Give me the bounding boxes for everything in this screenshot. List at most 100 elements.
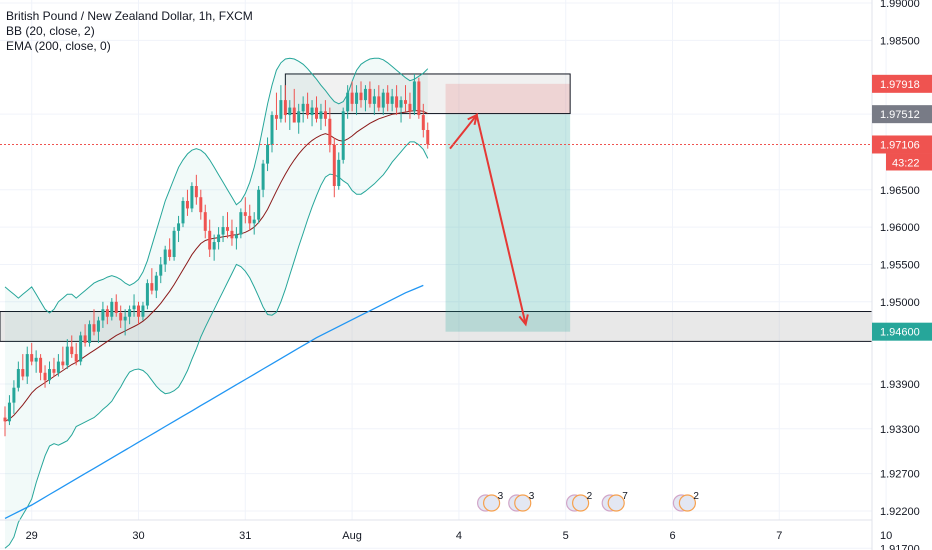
- candle: [226, 212, 229, 239]
- candle: [79, 331, 83, 366]
- event-marker[interactable]: 2: [672, 491, 699, 512]
- drawing-zones[interactable]: [0, 73, 873, 342]
- candle-body: [110, 301, 114, 317]
- event-markers[interactable]: 3 3 2 7 2: [477, 491, 700, 512]
- candle: [114, 294, 118, 317]
- price-tick-label: 1.91700: [880, 543, 920, 550]
- candle: [359, 81, 363, 108]
- trend-arrow[interactable]: [449, 112, 529, 327]
- event-flag-icon: [483, 494, 501, 512]
- candle: [105, 305, 109, 325]
- event-marker[interactable]: 3: [477, 491, 504, 512]
- stop-zone[interactable]: [445, 83, 571, 115]
- candle-body: [159, 264, 163, 276]
- candle-body: [190, 186, 194, 209]
- price-tag: [872, 322, 932, 341]
- candle-body: [363, 88, 367, 101]
- price-tag: [872, 135, 932, 154]
- event-marker[interactable]: 7: [601, 491, 628, 512]
- candle-body: [337, 159, 341, 187]
- candle-body: [56, 361, 60, 373]
- candle-body: [355, 92, 359, 104]
- candle-body: [315, 107, 318, 119]
- arrow-head[interactable]: [518, 314, 529, 327]
- candle-body: [421, 115, 425, 130]
- candle: [315, 96, 318, 123]
- candle: [306, 92, 310, 119]
- candle: [208, 219, 212, 257]
- candle-body: [119, 313, 123, 321]
- candle: [292, 88, 296, 123]
- candle: [70, 335, 74, 358]
- price-tag-label: 1.97512: [880, 109, 920, 121]
- candle: [377, 85, 381, 112]
- price-axis[interactable]: 1.99000 1.98500 1.97918 1.97512 1.97106 1.965…: [871, 0, 932, 550]
- candle-body: [199, 197, 203, 213]
- candle-body: [288, 107, 292, 116]
- candle: [39, 354, 43, 381]
- candle-body: [350, 92, 354, 104]
- candle: [168, 238, 172, 261]
- candle: [25, 346, 29, 384]
- candle-body: [132, 305, 136, 310]
- candle: [119, 305, 123, 328]
- candle: [421, 103, 425, 138]
- candle-body: [239, 212, 243, 235]
- candle-body: [212, 242, 216, 250]
- candle: [101, 301, 105, 328]
- candle-body: [65, 346, 69, 366]
- target-zone[interactable]: [445, 114, 571, 332]
- event-flag-icon: [571, 494, 590, 512]
- candle: [248, 204, 252, 231]
- time-tick-label: 29: [26, 530, 38, 542]
- candle: [217, 227, 221, 250]
- candle-body: [141, 305, 145, 317]
- support-zone[interactable]: [0, 311, 873, 342]
- candle: [132, 294, 136, 317]
- candle: [417, 77, 421, 119]
- candle: [412, 73, 416, 116]
- candle: [203, 204, 207, 239]
- candle: [283, 85, 287, 123]
- resistance-zone[interactable]: [284, 73, 571, 115]
- candle-body: [234, 234, 238, 239]
- price-tick-label: 1.96000: [880, 222, 920, 234]
- price-tick-label: 1.99000: [880, 0, 920, 10]
- candle: [239, 208, 243, 239]
- candle-body: [323, 111, 327, 119]
- candle-body: [372, 96, 376, 104]
- price-tick-label: 1.93900: [880, 379, 920, 391]
- arrow-head-first[interactable]: [467, 113, 479, 126]
- price-tag-label: 1.97918: [880, 79, 920, 91]
- event-count: 2: [587, 491, 593, 502]
- candle-body: [137, 305, 140, 317]
- candle-body: [181, 200, 185, 224]
- candle-body: [226, 227, 229, 231]
- candle: [92, 309, 96, 336]
- candle: [16, 361, 20, 392]
- candle: [310, 100, 314, 127]
- candle: [288, 100, 292, 130]
- bollinger-bands: [4, 57, 429, 549]
- candle: [332, 137, 336, 198]
- countdown-tag: [886, 153, 932, 171]
- candle-body: [92, 324, 96, 332]
- time-axis[interactable]: 29 30 31 Aug 4 5 6 7 10: [0, 519, 892, 542]
- candle: [341, 107, 345, 164]
- candle: [172, 227, 176, 261]
- candle-body: [221, 227, 225, 235]
- event-marker[interactable]: 3: [508, 491, 535, 512]
- candle: [61, 346, 65, 370]
- bb-basis-line: [4, 110, 429, 422]
- candle: [177, 215, 181, 243]
- event-marker[interactable]: 2: [565, 491, 593, 512]
- price-tick-label: 1.96500: [880, 185, 920, 197]
- candle-body: [412, 81, 416, 112]
- candle: [110, 298, 114, 321]
- bb-indicator-label[interactable]: BB (20, close, 2): [6, 24, 95, 38]
- candle: [404, 85, 407, 112]
- ema-200-line: [4, 284, 424, 519]
- ema-indicator-label[interactable]: EMA (200, close, 0): [6, 39, 111, 53]
- candle-body: [270, 115, 274, 145]
